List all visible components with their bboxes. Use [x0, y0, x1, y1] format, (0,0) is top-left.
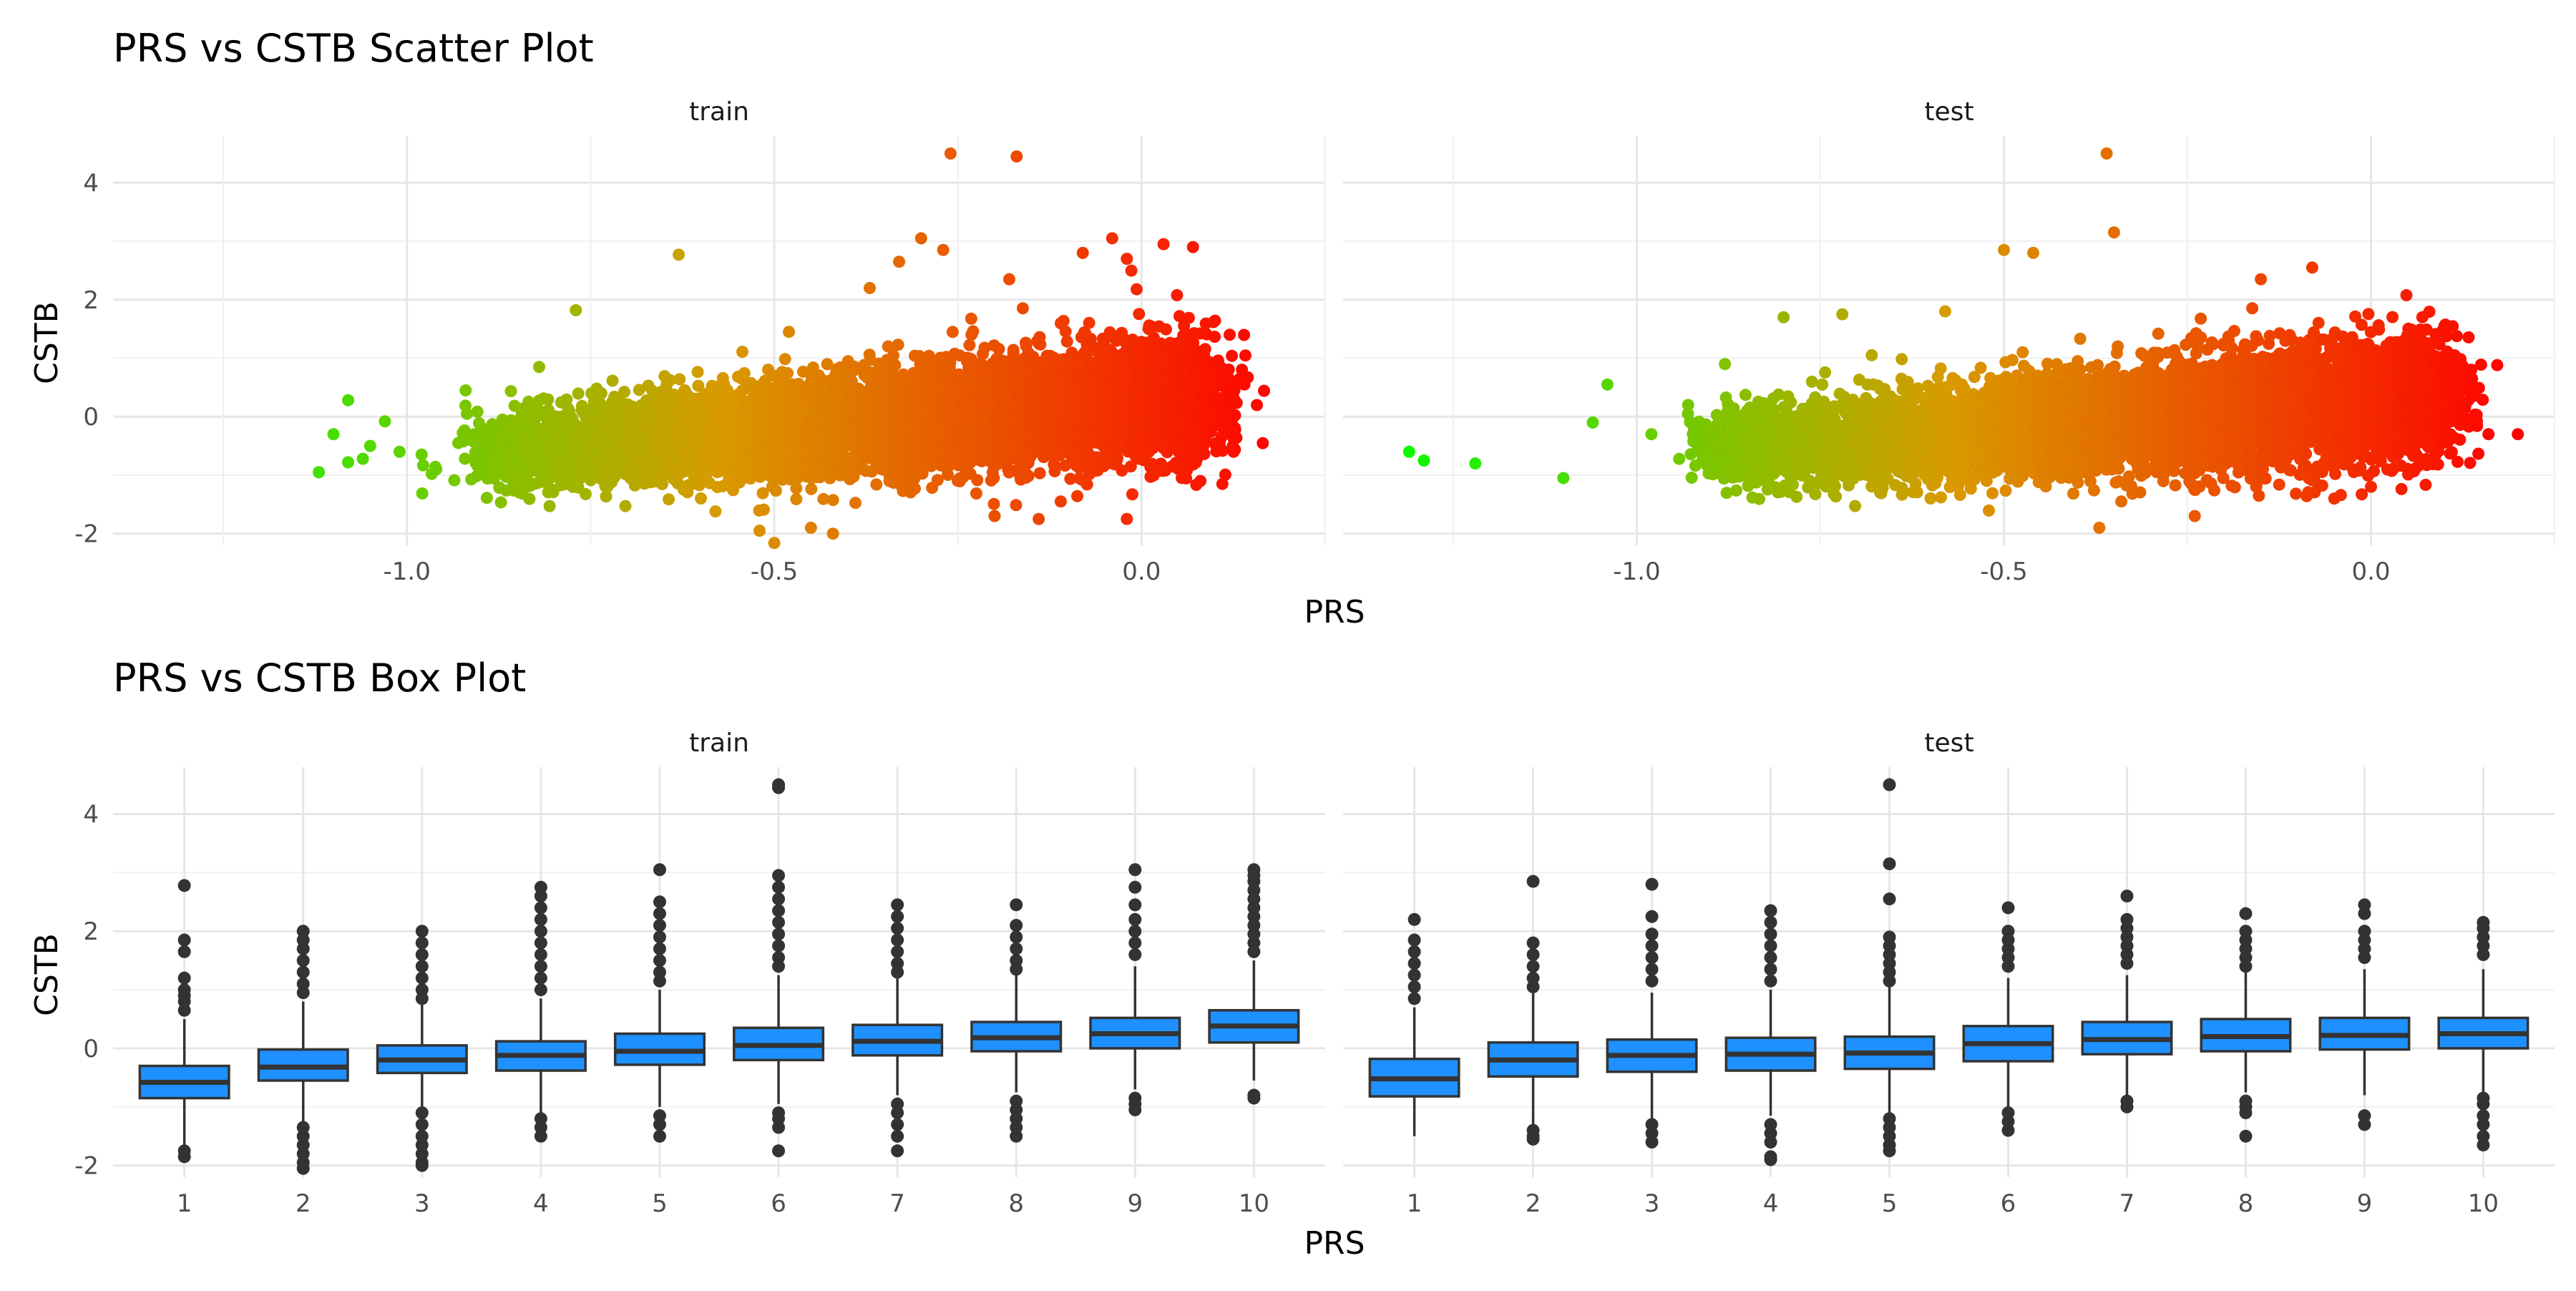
x-tick-label: -1.0: [383, 557, 430, 586]
scatter-point: [481, 492, 493, 504]
scatter-point: [448, 474, 460, 487]
scatter-point: [692, 380, 704, 392]
scatter-point: [459, 453, 471, 465]
scatter-point: [870, 479, 882, 491]
scatter-point: [1071, 490, 1083, 502]
scatter-point: [769, 537, 781, 549]
scatter-point: [965, 313, 977, 325]
scatter-point: [1228, 392, 1240, 404]
scatter-point: [620, 500, 632, 512]
scatter-point: [692, 366, 704, 378]
scatter-panel-train: -2 0 2 4 -1.0 -0.5 0.0: [74, 136, 1325, 586]
scatter-point: [817, 493, 829, 505]
scatter-point: [1251, 399, 1263, 411]
scatter-point: [629, 479, 641, 492]
scatter-point: [1126, 488, 1138, 500]
scatter-point: [821, 358, 834, 370]
x-tick-label: -0.5: [751, 557, 798, 586]
scatter-point: [770, 484, 782, 497]
scatter-point: [781, 367, 794, 379]
x-tick-label: 0.0: [1122, 557, 1161, 586]
scatter-point: [1064, 473, 1076, 485]
scatter-point: [805, 483, 817, 495]
scatter-point: [700, 469, 712, 482]
scatter-point: [963, 339, 975, 351]
scatter-point: [1017, 302, 1029, 314]
scatter-point: [1239, 349, 1252, 361]
scatter-point: [572, 388, 585, 400]
scatter-point: [633, 384, 645, 396]
scatter-point: [758, 504, 770, 516]
scatter-point: [1010, 499, 1023, 511]
scatter-point: [1131, 283, 1143, 296]
scatter-point: [985, 474, 997, 487]
scatter-point: [1083, 317, 1096, 329]
y-tick-label: 4: [83, 169, 99, 198]
scatter-point: [1146, 458, 1158, 470]
scatter-point: [417, 459, 429, 472]
scatter-point: [1226, 350, 1238, 362]
scatter-point: [1133, 308, 1145, 320]
scatter-point: [610, 393, 622, 405]
scatter-point: [472, 406, 484, 418]
scatter-point: [757, 487, 769, 500]
scatter-point: [547, 486, 560, 498]
scatter-point: [1194, 475, 1206, 487]
scatter-point: [993, 343, 1005, 355]
y-tick-label: -2: [74, 520, 99, 549]
scatter-point: [1258, 385, 1270, 397]
scatter-point: [1034, 467, 1046, 479]
scatter-point: [790, 493, 802, 505]
scatter-point: [970, 487, 982, 500]
scatter-point: [495, 497, 507, 509]
scatter-point: [1171, 289, 1183, 301]
scatter-point: [658, 370, 670, 382]
y-tick-label: 2: [83, 286, 99, 315]
scatter-point: [779, 353, 791, 365]
y-tick-label: 0: [83, 403, 99, 432]
scatter-point: [1238, 329, 1250, 341]
scatter-point: [1148, 469, 1160, 482]
scatter-point: [465, 473, 477, 485]
scatter-point: [695, 492, 707, 505]
scatter-point: [947, 326, 959, 338]
scatter-point: [544, 500, 556, 512]
scatter-point: [849, 497, 862, 509]
scatter-point: [1126, 265, 1138, 277]
scatter-point: [1180, 472, 1192, 484]
